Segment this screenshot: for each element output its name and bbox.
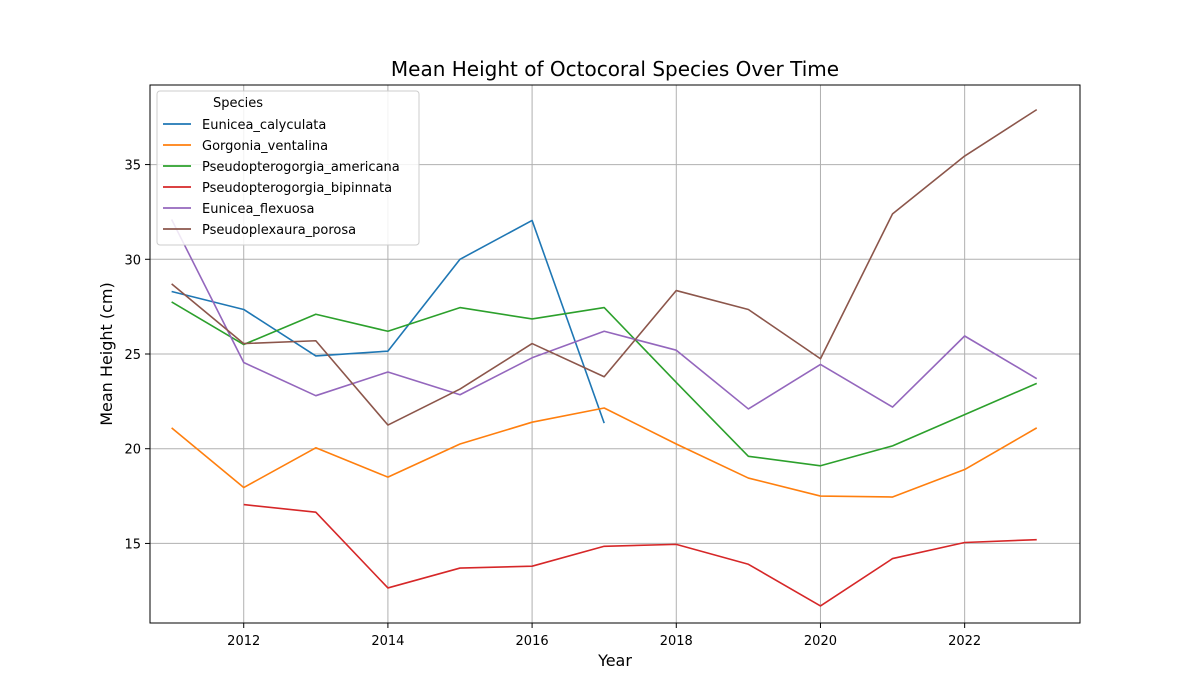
y-axis: 15 20 25 30 35 (124, 159, 150, 552)
series-line-eunicea-calyculata (171, 219, 605, 424)
series-layer (170, 108, 1038, 607)
y-tick-label: 30 (124, 253, 141, 268)
x-tick-label: 2016 (516, 634, 549, 649)
series-line-pseudoplexaura-porosa (171, 108, 1038, 426)
x-axis-label: Year (597, 651, 632, 670)
legend-label: Gorgonia_ventalina (202, 139, 328, 154)
y-tick-label: 25 (124, 348, 141, 363)
series-line-gorgonia-ventalina (171, 407, 1038, 498)
series-line-eunicea-flexuosa (170, 219, 1038, 410)
grid (150, 85, 1080, 623)
x-tick-label: 2020 (804, 634, 837, 649)
y-tick-label: 35 (124, 159, 141, 174)
legend-title: Species (213, 96, 263, 111)
y-axis-label: Mean Height (cm) (97, 282, 116, 426)
series-line-pseudopterogorgia-americana (171, 301, 1038, 467)
y-tick-label: 15 (124, 537, 141, 552)
legend-label: Pseudopterogorgia_americana (202, 160, 400, 175)
legend-label: Pseudoplexaura_porosa (202, 223, 356, 238)
x-tick-label: 2012 (227, 634, 260, 649)
legend-label: Pseudopterogorgia_bipinnata (202, 181, 392, 196)
legend-box (156, 90, 420, 246)
x-axis: 2012 2014 2016 2018 2020 2022 (227, 623, 981, 649)
legend-label: Eunicea_calyculata (202, 118, 326, 133)
y-tick-label: 20 (124, 443, 141, 458)
x-tick-label: 2022 (948, 634, 981, 649)
legend-label: Eunicea_flexuosa (202, 202, 315, 217)
x-tick-label: 2014 (371, 634, 404, 649)
x-tick-label: 2018 (660, 634, 693, 649)
chart-title: Mean Height of Octocoral Species Over Ti… (391, 57, 839, 81)
series-line-pseudopterogorgia-bipinnata (243, 503, 1037, 607)
legend: Species Eunicea_calyculata Gorgonia_venta… (156, 90, 420, 246)
